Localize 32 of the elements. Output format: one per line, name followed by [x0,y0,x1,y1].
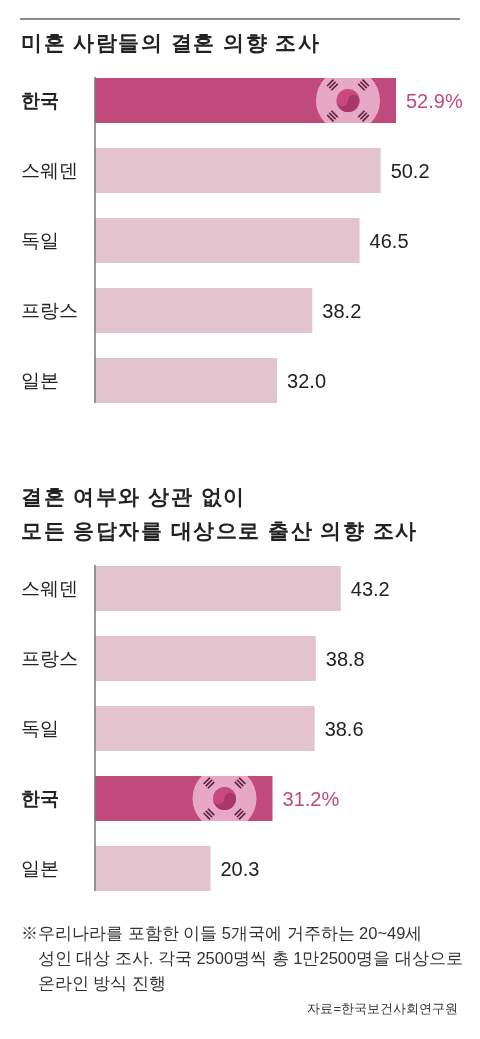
text: 자료=한국보건사회연구원 [307,1000,458,1016]
bar [95,706,315,751]
y-tick-label: 스웨덴 [21,160,78,181]
data-label: 38.2 [322,299,362,322]
data-label: 43.2 [350,577,390,600]
chart-title: 결혼 여부와 상관 없이 모든 응답자를 대상으로 출산 의향 조사 [21,484,418,542]
data-label: 38.6 [324,717,364,740]
y-tick-label: 독일 [21,230,59,251]
bar [95,358,278,403]
y-tick-label: 스웨덴 [21,578,78,599]
text: ※우리나라를 포함한 이들 5개국에 거주하는 20~49세 성인 대상 조사. 각국 2500명씩 총 1만2500명을 대상으로 온라인 방식 진행 [21,924,463,992]
data-label: 20.3 [220,857,260,880]
y-tick-label: 일본 [21,858,59,879]
y-tick-label: 한국 [21,788,59,809]
data-label: 32.0 [287,369,327,392]
data-label: 38.8 [325,647,365,670]
y-tick-label: 독일 [21,718,59,739]
bar [95,288,313,333]
y-tick-label: 프랑스 [21,300,78,321]
bar [95,148,381,193]
data-label: 31.2% [282,787,340,810]
data-label: 52.9% [406,89,463,112]
y-tick-label: 프랑스 [21,648,78,669]
bar [95,566,341,611]
bar [95,846,211,891]
y-tick-label: 한국 [21,90,59,111]
bar [95,636,316,681]
chart-title: 미혼 사람들의 결혼 의향 조사 [21,30,321,54]
data-label: 46.5 [369,229,409,252]
data-label: 50.2 [390,159,430,182]
bar [95,218,360,263]
y-tick-label: 일본 [21,370,59,391]
